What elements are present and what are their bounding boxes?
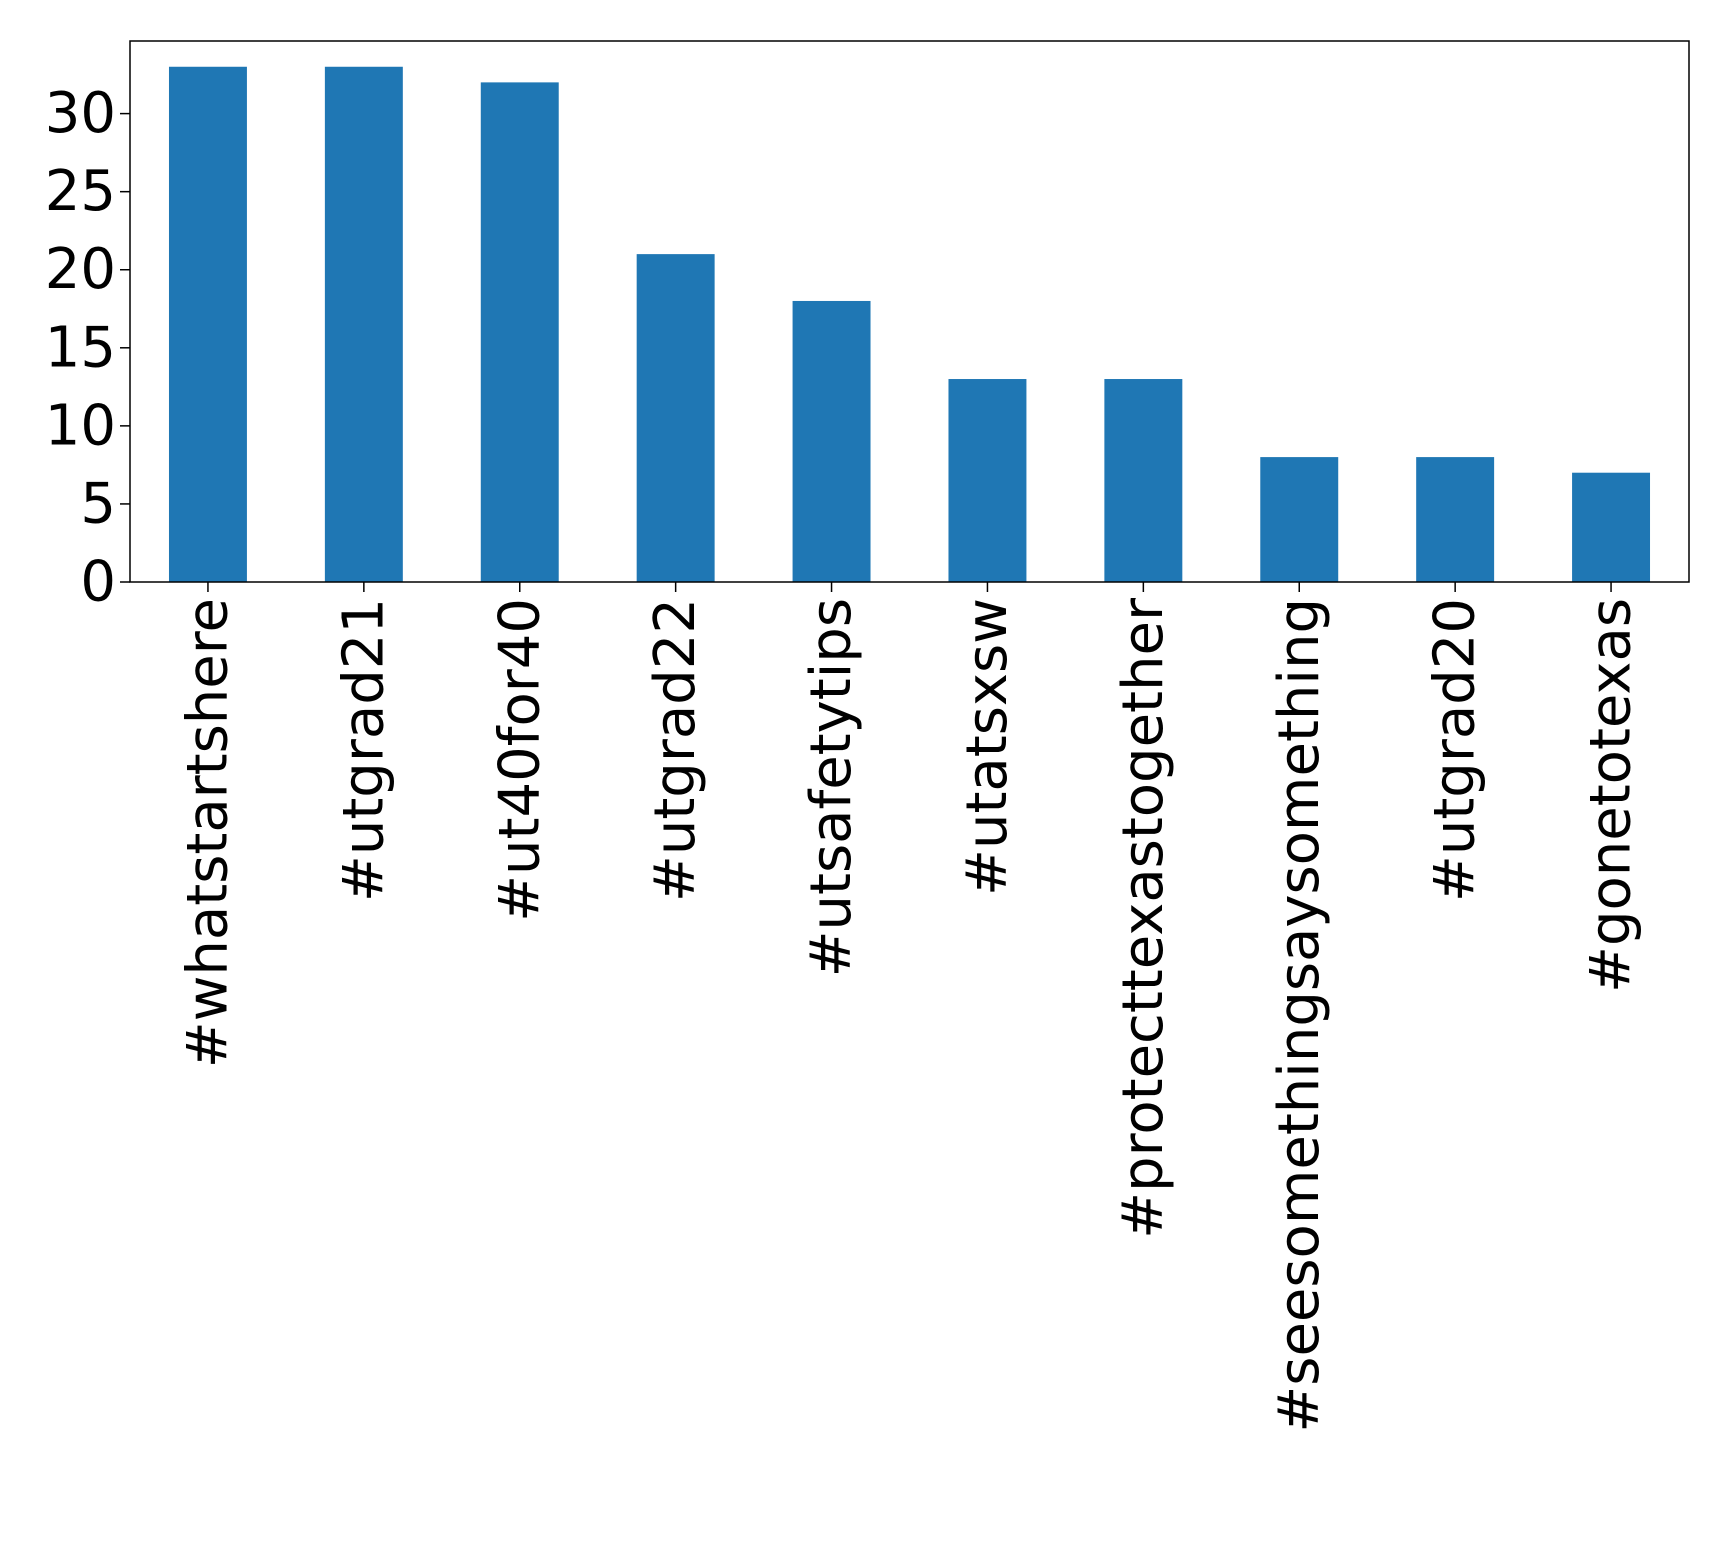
x-tick-label-5: #utatsxsw [955, 598, 1020, 896]
x-axis: #whatstartshere #utgrad21 #ut40for40 #utgra… [175, 582, 1644, 1433]
bar-9 [1572, 472, 1651, 582]
bar-6 [1104, 379, 1183, 582]
bar-7 [1260, 457, 1339, 582]
y-tick-label-2: 10 [45, 393, 116, 458]
x-tick-label-1: #utgrad21 [331, 598, 396, 902]
bar-2 [480, 82, 559, 582]
y-tick-label-0: 0 [80, 550, 116, 615]
x-tick-label-6: #protecttexastogether [1111, 597, 1176, 1239]
x-tick-label-4: #utsafetytips [799, 598, 864, 977]
x-tick-label-8: #utgrad20 [1423, 598, 1488, 902]
y-tick-label-6: 30 [45, 81, 116, 146]
bar-1 [324, 66, 403, 582]
y-tick-label-1: 5 [80, 471, 116, 536]
bar-0 [168, 66, 247, 582]
bar-4 [792, 300, 871, 582]
x-tick-label-9: #gonetotexas [1579, 598, 1644, 993]
y-axis: 0 5 10 15 20 25 30 [45, 81, 130, 615]
y-tick-label-5: 25 [45, 159, 116, 224]
y-tick-label-3: 15 [45, 315, 116, 380]
plot-frame [129, 40, 1690, 583]
x-tick-label-3: #utgrad22 [643, 598, 708, 902]
x-tick-label-2: #ut40for40 [487, 598, 552, 922]
bar-8 [1416, 457, 1495, 582]
x-tick-label-0: #whatstartshere [175, 598, 240, 1068]
y-tick-label-4: 20 [45, 237, 116, 302]
x-tick-label-7: #seesomethingsaysomething [1267, 598, 1332, 1433]
bars-layer [168, 66, 1651, 582]
bar-5 [948, 379, 1027, 582]
bar-3 [636, 254, 715, 582]
